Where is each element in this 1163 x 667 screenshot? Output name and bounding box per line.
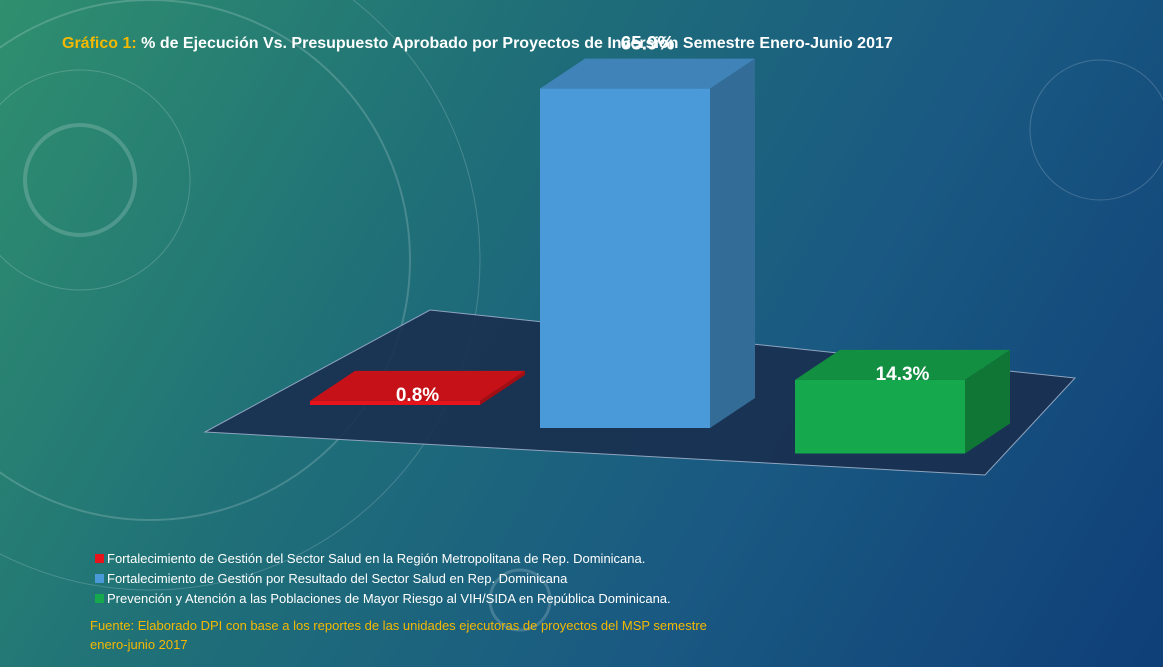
legend-swatch (95, 573, 104, 583)
bar-side (965, 349, 1010, 454)
bar-top (310, 370, 525, 401)
bar (540, 88, 710, 429)
legend-item: Fortalecimiento de Gestión del Sector Sa… (95, 548, 671, 568)
bar-top (795, 349, 1010, 380)
bar (310, 400, 480, 405)
chart-title: Gráfico 1: % de Ejecución Vs. Presupuest… (62, 35, 893, 53)
legend-swatch (95, 593, 104, 603)
bar-side (480, 370, 525, 405)
decoration (0, 0, 1163, 630)
title-prefix: Gráfico 1: (62, 35, 137, 52)
legend-label: Prevención y Atención a las Poblaciones … (107, 590, 671, 606)
legend-label: Fortalecimiento de Gestión por Resultado… (107, 570, 568, 586)
value-label: 0.8% (396, 385, 439, 406)
legend-label: Fortalecimiento de Gestión del Sector Sa… (107, 550, 646, 566)
value-label: 65.9% (621, 34, 675, 55)
legend-item: Prevención y Atención a las Poblaciones … (95, 588, 671, 608)
bar-top (540, 58, 755, 89)
title-text: % de Ejecución Vs. Presupuesto Aprobado … (141, 35, 893, 52)
bar (795, 379, 965, 454)
value-label: 14.3% (876, 364, 930, 385)
legend-item: Fortalecimiento de Gestión por Resultado… (95, 568, 671, 588)
bar-side (710, 58, 755, 429)
legend: Fortalecimiento de Gestión del Sector Sa… (95, 548, 671, 608)
legend-swatch (95, 553, 104, 563)
source-note: Fuente: Elaborado DPI con base a los rep… (90, 618, 707, 652)
